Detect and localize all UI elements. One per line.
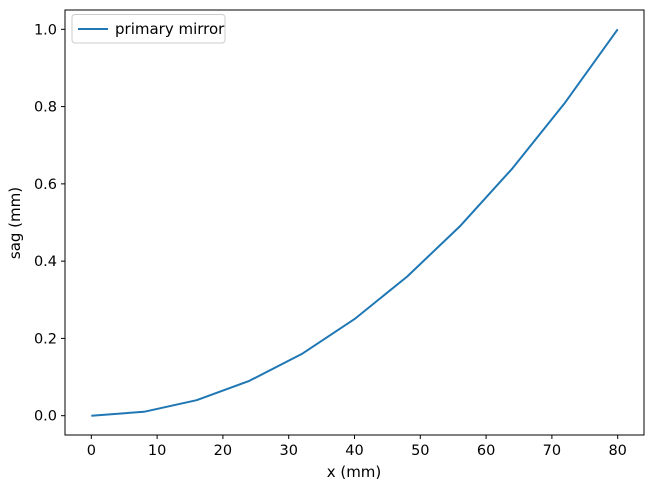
x-tick-label: 30 xyxy=(279,443,297,459)
series-line-primary-mirror xyxy=(91,28,619,417)
x-tick-label: 10 xyxy=(148,443,166,459)
y-axis-label: sag (mm) xyxy=(6,187,24,259)
x-tick-label: 70 xyxy=(543,443,561,459)
y-tick-label: 0.6 xyxy=(34,177,57,193)
x-tick-label: 60 xyxy=(477,443,495,459)
y-tick-label: 1.0 xyxy=(34,22,57,38)
plot-border xyxy=(64,9,645,436)
x-tick-label: 80 xyxy=(608,443,626,459)
y-tick-label: 0.0 xyxy=(34,409,57,425)
x-tick-label: 40 xyxy=(345,443,363,459)
x-tick-label: 50 xyxy=(411,443,429,459)
x-tick-label: 20 xyxy=(214,443,232,459)
x-tick-label: 0 xyxy=(87,443,96,459)
y-axis-ticks: 0.0 0.2 0.4 0.6 0.8 1.0 xyxy=(34,22,65,425)
x-axis-label: x (mm) xyxy=(327,463,382,481)
x-axis-ticks: 0 10 20 30 40 50 60 70 80 xyxy=(87,435,627,459)
legend-label: primary mirror xyxy=(115,20,225,38)
legend: primary mirror xyxy=(71,14,226,44)
y-tick-label: 0.2 xyxy=(34,331,57,347)
legend-box xyxy=(71,14,226,44)
y-tick-label: 0.8 xyxy=(34,100,57,116)
y-tick-label: 0.4 xyxy=(34,254,57,270)
